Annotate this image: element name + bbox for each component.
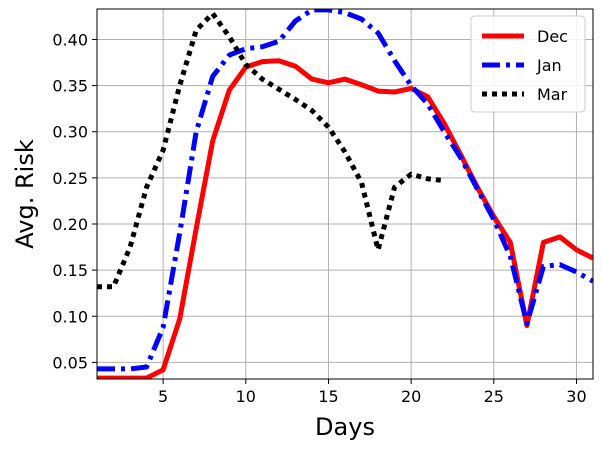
x-tick-label: 5 <box>158 387 168 406</box>
y-tick-label: 0.40 <box>52 30 88 49</box>
y-tick-label: 0.25 <box>52 169 88 188</box>
x-tick-label: 10 <box>236 387 256 406</box>
y-tick-label: 0.10 <box>52 307 88 326</box>
series-line-jan <box>97 9 593 372</box>
legend-label-dec: Dec <box>537 27 568 46</box>
y-tick-label: 0.30 <box>52 123 88 142</box>
y-axis-label: Avg. Risk <box>11 139 39 249</box>
plot-frame <box>96 8 594 380</box>
tick-layer: 5 10 15 20 25 30 0.05 0.10 0.15 0.20 0.25 0.30 0.35 0… <box>52 30 586 406</box>
legend-label-mar: Mar <box>537 85 568 104</box>
y-tick-label: 0.05 <box>52 353 88 372</box>
x-tick-label: 30 <box>566 387 586 406</box>
x-axis-label: Days <box>315 413 375 441</box>
y-tick-label: 0.20 <box>52 215 88 234</box>
series-layer <box>97 9 593 379</box>
legend-label-jan: Jan <box>536 56 562 75</box>
x-tick-label: 15 <box>318 387 338 406</box>
x-tick-label: 25 <box>484 387 504 406</box>
legend-box <box>470 15 586 113</box>
y-tick-label: 0.35 <box>52 77 88 96</box>
series-line-mar <box>97 11 445 290</box>
legend: Dec Jan Mar <box>470 15 586 113</box>
series-line-dec <box>97 58 593 379</box>
y-tick-label: 0.15 <box>52 261 88 280</box>
x-tick-label: 20 <box>401 387 421 406</box>
